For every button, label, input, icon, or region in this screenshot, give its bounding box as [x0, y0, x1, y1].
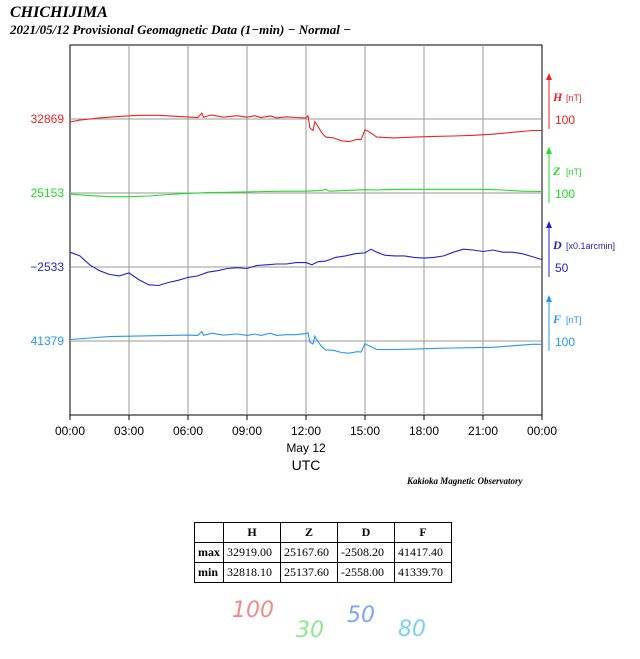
- x-tick-label: 18:00: [409, 424, 439, 438]
- stats-cell: 41417.40: [394, 542, 452, 563]
- baseline-label-z: 25153: [31, 186, 65, 200]
- stats-header-cell: [194, 522, 224, 543]
- stats-cell: 25167.60: [280, 542, 338, 563]
- stats-table: H Z D F max 32919.00 25167.60 -2508.20 4…: [194, 522, 452, 583]
- handwritten-note-h: 100: [232, 598, 274, 623]
- geomagnetic-chart: 00:00 03:00 06:00 09:00 12:00 15:00 18:00 21:00…: [30, 44, 615, 473]
- x-tick-label: 00:00: [55, 424, 85, 438]
- stats-header-cell: Z: [280, 522, 338, 543]
- stats-header-cell: D: [337, 522, 395, 543]
- component-unit-d: [x0.1arcmin]: [566, 241, 615, 251]
- x-tick-label: 06:00: [173, 424, 203, 438]
- stats-cell: -2508.20: [337, 542, 395, 563]
- x-tick-label: 12:00: [291, 424, 321, 438]
- component-name-d: D: [552, 238, 562, 252]
- observatory-label: Kakioka Magnetic Observatory: [407, 476, 523, 486]
- stats-header-row: H Z D F: [194, 522, 452, 543]
- stats-row-min: min 32818.10 25137.60 -2558.00 41339.70: [194, 562, 452, 583]
- x-tick-label: 09:00: [232, 424, 262, 438]
- scale-arrow-z: [546, 147, 552, 154]
- stats-row-max: max 32919.00 25167.60 -2508.20 41417.40: [194, 542, 452, 563]
- series-line-h: [69, 112, 542, 143]
- scale-arrow-f: [546, 295, 552, 302]
- x-tick-label: 03:00: [114, 424, 144, 438]
- component-name-f: F: [552, 312, 561, 326]
- component-name-z: Z: [552, 164, 561, 178]
- series-line-d: [69, 248, 543, 287]
- baseline-label-d: −2533: [30, 260, 64, 274]
- scale-value-z: 100: [555, 187, 575, 201]
- x-tick-label: 15:00: [350, 424, 380, 438]
- baseline-label-h: 32869: [31, 112, 65, 126]
- stats-cell: 25137.60: [280, 562, 338, 583]
- stats-row-label: min: [194, 562, 224, 583]
- scale-arrow-d: [546, 221, 552, 228]
- scale-value-h: 100: [555, 113, 575, 127]
- series-line-z: [69, 188, 543, 198]
- handwritten-note-f: 80: [398, 617, 426, 642]
- stats-cell: 41339.70: [394, 562, 452, 583]
- x-tick-label: 00:00: [527, 424, 557, 438]
- stats-cell: 32818.10: [223, 562, 281, 583]
- series-line-f: [69, 330, 542, 354]
- handwritten-note-d: 50: [347, 603, 375, 628]
- scale-value-f: 100: [555, 335, 575, 349]
- x-tick-label: 21:00: [468, 424, 498, 438]
- stats-header-cell: H: [223, 522, 281, 543]
- station-title: CHICHIJIMA: [10, 4, 108, 21]
- component-unit-z: [nT]: [566, 167, 582, 177]
- scale-arrow-h: [546, 73, 552, 80]
- baseline-label-f: 41379: [31, 334, 65, 348]
- component-unit-h: [nT]: [566, 93, 582, 103]
- component-unit-f: [nT]: [566, 315, 582, 325]
- stats-header-cell: F: [394, 522, 452, 543]
- scale-value-d: 50: [555, 261, 569, 275]
- stats-cell: -2558.00: [337, 562, 395, 583]
- component-name-h: H: [552, 90, 563, 104]
- x-axis-label: UTC: [292, 457, 321, 473]
- handwritten-note-z: 30: [296, 618, 324, 643]
- stats-row-label: max: [194, 542, 224, 563]
- chart-subtitle: 2021/05/12 Provisional Geomagnetic Data …: [10, 22, 352, 37]
- stats-cell: 32919.00: [223, 542, 281, 563]
- date-label: May 12: [286, 441, 326, 455]
